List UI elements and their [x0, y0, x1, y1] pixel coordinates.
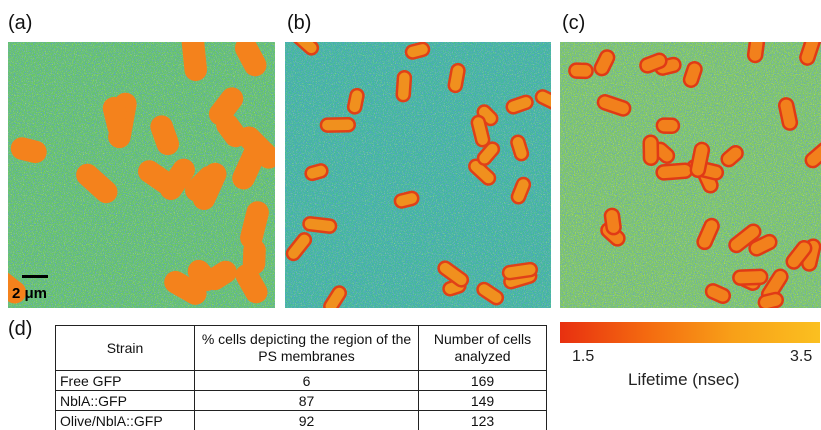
cell [757, 291, 784, 308]
cell [285, 232, 313, 262]
cell [76, 163, 118, 204]
cell [323, 285, 348, 308]
cell [728, 223, 762, 254]
cell [696, 217, 720, 251]
cell [777, 97, 799, 131]
cell [393, 190, 420, 209]
cell [476, 141, 501, 166]
cell [603, 207, 622, 236]
cell: 169 [418, 370, 547, 391]
cell [655, 117, 681, 134]
cell [395, 69, 413, 103]
cell [164, 270, 207, 305]
cell [404, 42, 431, 60]
panel-label: (d) [8, 318, 33, 340]
cell [447, 62, 466, 94]
panel-label: (a) [8, 12, 33, 34]
cell [10, 137, 47, 164]
cell: 123 [418, 410, 547, 430]
cell: 92 [194, 410, 419, 430]
panel-label: (c) [562, 12, 586, 34]
micrographs: 2 μm [8, 42, 821, 308]
cell [346, 87, 365, 115]
cell [746, 42, 766, 64]
cell [159, 158, 195, 200]
header-cell: Number of cells analyzed [418, 325, 547, 371]
cell [181, 42, 207, 82]
cell [102, 96, 130, 138]
colorbar [560, 322, 820, 343]
cell [235, 263, 268, 304]
header-cell: % cells depicting the region of the PS m… [194, 325, 419, 371]
header-cell: Strain [55, 325, 195, 371]
cell [476, 281, 505, 306]
cell [234, 42, 267, 77]
scale-bar [22, 275, 48, 278]
cell [510, 134, 530, 162]
cell [655, 162, 694, 181]
table-container: Strain % cells depicting the region of t… [55, 325, 547, 430]
cell [534, 89, 551, 112]
colorbar-max: 3.5 [790, 348, 813, 365]
cell [689, 141, 711, 178]
cell [596, 94, 632, 117]
colorbar-min: 1.5 [572, 348, 595, 365]
table: Strain % cells depicting the region of t… [55, 325, 547, 430]
cell: NblA::GFP [55, 390, 195, 411]
scale-bar-label: 2 μm [12, 285, 47, 302]
cell [505, 94, 534, 115]
cell [208, 87, 244, 126]
cell [304, 163, 329, 182]
cell [319, 116, 356, 133]
texture [285, 42, 551, 308]
cell [501, 261, 539, 281]
cell [799, 42, 821, 66]
cell [642, 134, 660, 166]
cell [748, 233, 778, 257]
cell [704, 283, 732, 304]
cell [240, 201, 269, 250]
cell [593, 49, 616, 77]
cell [302, 216, 338, 234]
cell [470, 114, 491, 148]
cell [720, 144, 744, 168]
cell [510, 176, 532, 205]
panel-label: (b) [287, 12, 312, 34]
cell [237, 126, 275, 169]
cell [203, 260, 237, 291]
colorbar-label: Lifetime (nsec) [628, 370, 740, 389]
cell [732, 268, 769, 286]
cell: Free GFP [55, 370, 195, 391]
cell [192, 162, 227, 210]
cell [468, 158, 497, 186]
cell [639, 52, 668, 74]
cell [8, 270, 27, 304]
cell [682, 61, 703, 88]
cell [568, 62, 594, 80]
cell: 87 [194, 390, 419, 411]
cell [150, 115, 179, 156]
cell: 149 [418, 390, 547, 411]
cell: 6 [194, 370, 419, 391]
cell [804, 140, 821, 169]
cell: Olive/NblA::GFP [55, 410, 195, 430]
cell [437, 260, 470, 288]
cell [785, 239, 813, 270]
cell [291, 42, 320, 56]
